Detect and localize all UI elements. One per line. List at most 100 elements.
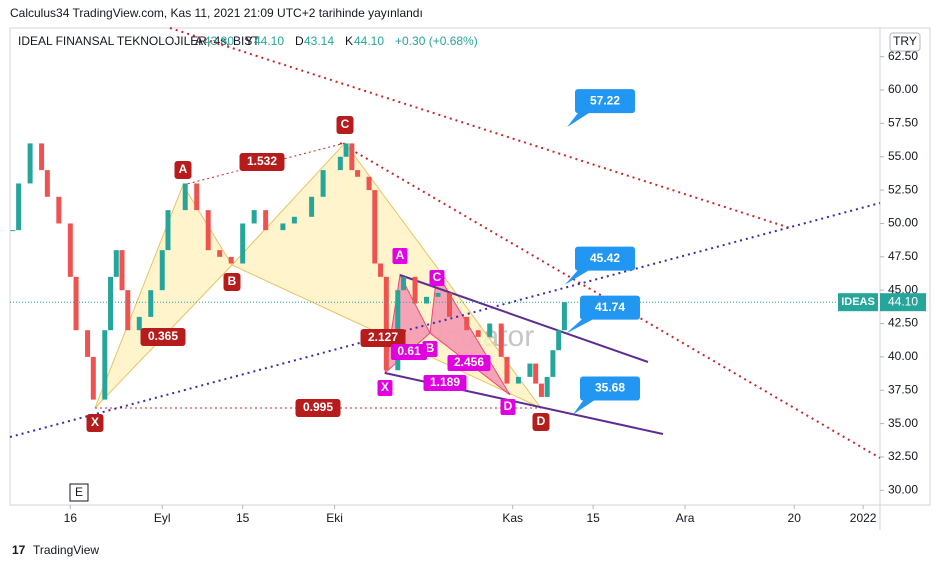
target-box [580, 295, 640, 320]
pattern-box [140, 328, 186, 346]
candle [487, 323, 493, 337]
y-tick-label: 60.00 [888, 82, 918, 96]
candle [85, 330, 91, 357]
candle [504, 356, 510, 384]
candle [108, 276, 114, 331]
pattern-label: A [179, 162, 188, 176]
candle [447, 292, 452, 317]
x-tick-label: 16 [64, 511, 78, 525]
x-tick-label: Eyl [154, 511, 171, 525]
y-tick-label: 45.00 [888, 282, 918, 296]
candle [73, 276, 79, 331]
y-tick-label: 35.00 [888, 416, 918, 430]
x-tick-label: Ara [676, 511, 695, 525]
y-tick-label: 37.50 [888, 382, 918, 396]
candle [343, 143, 349, 157]
ohlc-key: D [295, 34, 304, 48]
small-pattern-box [391, 344, 427, 360]
pattern-label: 0.995 [303, 400, 333, 414]
small-pattern-box [429, 270, 445, 286]
candle [337, 156, 343, 171]
pattern-label: 2.127 [368, 330, 398, 344]
candle [366, 176, 372, 191]
candle [498, 323, 504, 357]
x-tick-label: Kas [502, 511, 523, 525]
candle [113, 250, 119, 277]
candle [217, 250, 223, 257]
x-tick-label: 15 [586, 511, 600, 525]
target-pointer [566, 315, 600, 334]
footer: TradingView [33, 543, 99, 557]
candle [39, 143, 45, 171]
small-pattern-label: 0.61 [397, 344, 421, 358]
symbol-tag-label: IDEAS [841, 296, 875, 308]
small-pattern-label: A [396, 248, 405, 262]
candle [464, 316, 470, 331]
small-pattern-box [392, 248, 408, 264]
pattern-label: X [91, 415, 99, 429]
pattern-box [336, 116, 354, 134]
target-box [580, 376, 640, 401]
target-label: 35.68 [595, 381, 625, 395]
pattern-box [174, 161, 192, 179]
ohlc-value: 43.80 [204, 34, 234, 48]
candle [475, 330, 481, 337]
small-pattern-label: C [433, 270, 442, 284]
y-tick-label: 40.00 [888, 349, 918, 363]
candle [16, 183, 22, 231]
candle [251, 210, 257, 224]
y-tick-label: 47.50 [888, 249, 918, 263]
candle [372, 190, 378, 264]
candle [424, 296, 430, 304]
pattern-box [532, 413, 550, 431]
candle [280, 223, 286, 231]
candle [378, 263, 384, 277]
candle [538, 383, 544, 397]
tv-logo: 17 [12, 543, 26, 557]
y-tick-label: 30.00 [888, 482, 918, 496]
ohlc: A 43.80 Y 44.10 D 43.14 K 44.10 +0.30 (+0.68%) [195, 34, 478, 48]
candle [125, 290, 131, 331]
small-pattern-label: X [381, 380, 389, 394]
price-tag [880, 293, 926, 312]
candle [136, 316, 142, 331]
ohlc-value: 43.14 [304, 34, 334, 48]
candle [349, 143, 355, 171]
candle [309, 196, 315, 217]
candle [194, 183, 200, 211]
target-box [575, 89, 635, 114]
candle [67, 223, 73, 277]
y-tick-label: 42.50 [888, 316, 918, 330]
candle [165, 210, 171, 251]
candle [228, 256, 234, 264]
candle [159, 250, 165, 291]
e-button-label[interactable]: E [75, 485, 83, 499]
candle [533, 363, 539, 384]
y-tick-label: 62.50 [888, 49, 918, 63]
small-pattern-box [447, 355, 491, 371]
candle [291, 216, 297, 224]
annotations: 57.22 45.42 41.74 35.68 A B C X D 1.532 0.365 0.995… [86, 89, 640, 432]
small-pattern-label: B [426, 341, 435, 355]
e-button[interactable] [69, 483, 89, 502]
small-pattern-box [500, 399, 516, 415]
candle [44, 170, 50, 197]
candle [435, 292, 441, 297]
y-tick-label: 50.00 [888, 216, 918, 230]
ohlc-key: A [195, 34, 203, 48]
target-label: 57.22 [590, 93, 620, 107]
pattern-label: 1.532 [247, 154, 277, 168]
pattern-label: B [228, 274, 237, 288]
target-label: 45.42 [590, 251, 620, 265]
small-pattern-box [377, 380, 393, 396]
candle [205, 210, 211, 251]
candle [263, 210, 269, 231]
ohlc-key: Y [245, 34, 253, 48]
candle [401, 276, 407, 291]
candle [240, 223, 246, 264]
target-pointer [573, 396, 600, 415]
pattern-box [86, 414, 104, 432]
small-pattern-label: D [504, 399, 513, 413]
target-pointer [567, 109, 595, 128]
